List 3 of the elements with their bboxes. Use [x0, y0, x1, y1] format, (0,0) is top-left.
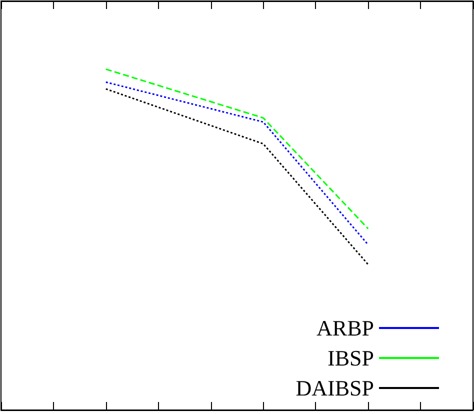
legend-label: IBSP	[328, 346, 374, 370]
legend-label: DAIBSP	[296, 376, 374, 400]
legend-label: ARBP	[316, 316, 374, 340]
